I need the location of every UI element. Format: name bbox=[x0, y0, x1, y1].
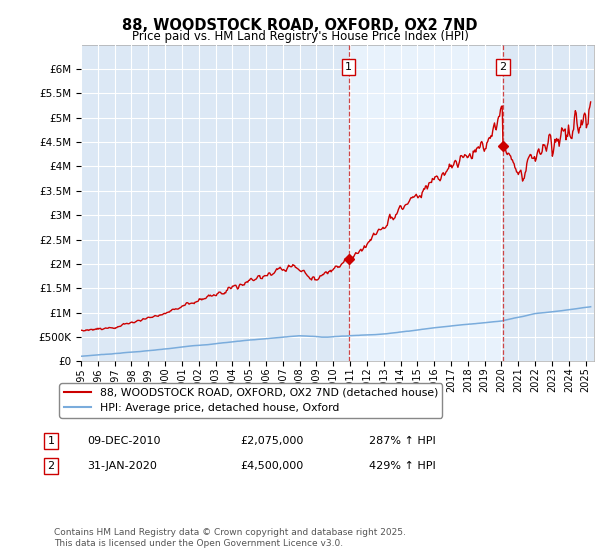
Bar bbox=[349, 45, 503, 361]
Text: 2: 2 bbox=[499, 62, 506, 72]
Text: 1: 1 bbox=[47, 436, 55, 446]
Text: 429% ↑ HPI: 429% ↑ HPI bbox=[369, 461, 436, 471]
Text: 88, WOODSTOCK ROAD, OXFORD, OX2 7ND: 88, WOODSTOCK ROAD, OXFORD, OX2 7ND bbox=[122, 18, 478, 33]
Legend: 88, WOODSTOCK ROAD, OXFORD, OX2 7ND (detached house), HPI: Average price, detach: 88, WOODSTOCK ROAD, OXFORD, OX2 7ND (det… bbox=[59, 384, 442, 418]
Text: 2: 2 bbox=[47, 461, 55, 471]
Text: 09-DEC-2010: 09-DEC-2010 bbox=[87, 436, 161, 446]
Text: 1: 1 bbox=[345, 62, 352, 72]
Text: 287% ↑ HPI: 287% ↑ HPI bbox=[369, 436, 436, 446]
Text: 31-JAN-2020: 31-JAN-2020 bbox=[87, 461, 157, 471]
Text: £2,075,000: £2,075,000 bbox=[240, 436, 304, 446]
Text: Contains HM Land Registry data © Crown copyright and database right 2025.
This d: Contains HM Land Registry data © Crown c… bbox=[54, 528, 406, 548]
Text: £4,500,000: £4,500,000 bbox=[240, 461, 303, 471]
Text: Price paid vs. HM Land Registry's House Price Index (HPI): Price paid vs. HM Land Registry's House … bbox=[131, 30, 469, 43]
